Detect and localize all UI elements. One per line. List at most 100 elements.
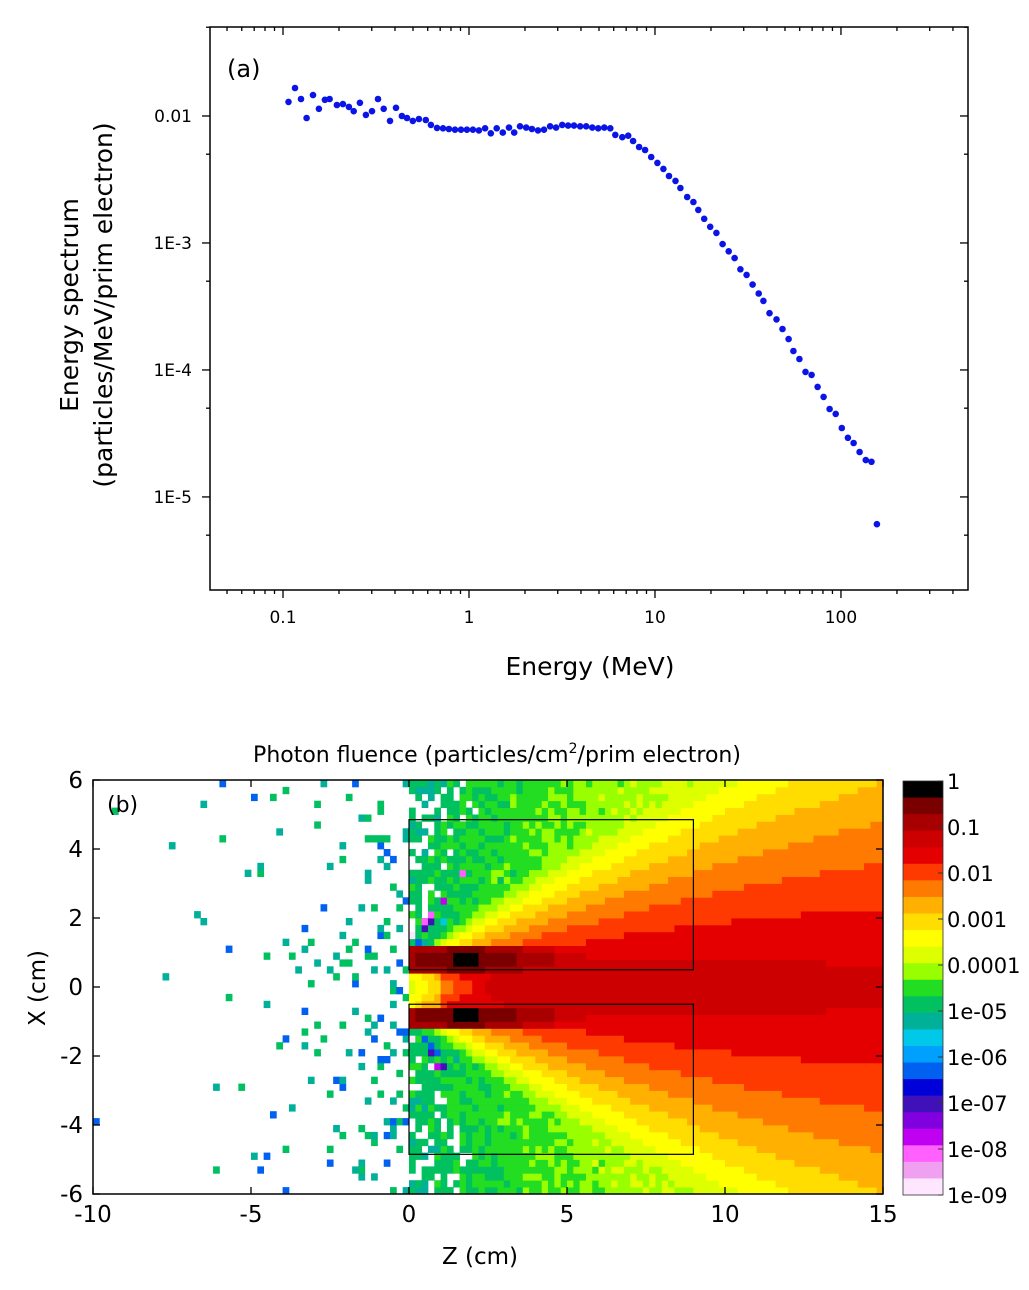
heatmap-cell: [345, 1049, 353, 1057]
heatmap-cell: [642, 828, 650, 836]
heatmap-cell: [415, 890, 423, 898]
heatmap-cell: [251, 1152, 258, 1160]
heatmap-cell: [409, 1021, 416, 1029]
heatmap-cell: [788, 945, 795, 953]
heatmap-cell: [604, 814, 612, 822]
heatmap-cell: [592, 876, 599, 884]
heatmap-cell: [737, 807, 745, 815]
heatmap-cell: [762, 1145, 770, 1153]
heatmap-cell: [459, 1173, 467, 1181]
heatmap-cell: [781, 1090, 789, 1098]
heatmap-cell: [756, 1076, 764, 1084]
heatmap-cell: [535, 1069, 543, 1078]
heatmap-cell: [478, 931, 486, 940]
heatmap-cell: [478, 952, 486, 960]
heatmap-cell: [731, 862, 739, 871]
heatmap-cell: [661, 786, 669, 795]
heatmap-cell: [813, 987, 821, 995]
heatmap-cell: [813, 959, 821, 967]
heatmap-cell: [491, 800, 498, 808]
heatmap-cell: [409, 1159, 416, 1167]
heatmap-cell: [737, 966, 745, 974]
heatmap-cell: [592, 1104, 599, 1112]
heatmap-cell: [636, 828, 644, 836]
heatmap-cell: [743, 938, 751, 946]
heatmap-cell: [459, 1062, 467, 1071]
heatmap-cell: [668, 973, 675, 981]
heatmap-cell: [585, 1076, 593, 1084]
heatmap-cell: [592, 993, 599, 1002]
heatmap-cell: [838, 1159, 846, 1167]
heatmap-cell: [288, 1104, 296, 1112]
heatmap-cell: [674, 993, 682, 1002]
heatmap-cell: [459, 1131, 467, 1140]
heatmap-cell: [630, 952, 637, 960]
data-point: [690, 198, 697, 206]
heatmap-cell: [838, 1187, 846, 1195]
heatmap-cell: [465, 1014, 473, 1022]
heatmap-cell: [567, 1035, 574, 1043]
heatmap-cell: [706, 924, 713, 933]
data-point: [755, 290, 762, 297]
heatmap-cell: [743, 800, 751, 808]
heatmap-cell: [655, 1069, 663, 1078]
x-tick-label: 100: [825, 608, 857, 628]
heatmap-cell: [573, 1118, 581, 1126]
heatmap-cell: [503, 1083, 511, 1091]
heatmap-cell: [440, 904, 448, 912]
heatmap-cell: [409, 945, 416, 953]
heatmap-cell: [623, 793, 631, 802]
heatmap-cell: [320, 904, 328, 912]
heatmap-cell: [781, 924, 789, 933]
heatmap-cell: [522, 959, 530, 967]
heatmap-cell: [554, 1062, 562, 1071]
heatmap-cell: [845, 1131, 852, 1140]
heatmap-cell: [630, 855, 637, 864]
heatmap-cell: [649, 869, 656, 877]
heatmap-cell: [529, 1118, 536, 1126]
heatmap-cell: [573, 1021, 581, 1029]
heatmap-cell: [794, 1111, 802, 1119]
heatmap-cell: [813, 1145, 821, 1153]
heatmap-cell: [706, 780, 713, 788]
heatmap-cell: [775, 1000, 783, 1009]
heatmap-cell: [674, 918, 682, 926]
heatmap-cell: [598, 883, 606, 891]
heatmap-cell: [579, 1069, 587, 1078]
heatmap-cell: [453, 1090, 460, 1098]
heatmap-cell: [693, 1131, 701, 1140]
heatmap-cell: [838, 1090, 846, 1098]
heatmap-cell: [604, 1090, 612, 1098]
heatmap-cell: [630, 1090, 637, 1098]
heatmap-cell: [535, 904, 543, 912]
heatmap-cell: [535, 876, 543, 884]
heatmap-cell: [541, 814, 549, 822]
heatmap-cell: [800, 911, 808, 919]
heatmap-cell: [699, 1125, 707, 1133]
heatmap-cell: [826, 1131, 833, 1140]
heatmap-cell: [383, 918, 391, 926]
heatmap-cell: [598, 1076, 606, 1084]
heatmap-cell: [427, 1042, 435, 1050]
heatmap-cell: [623, 1125, 631, 1133]
heatmap-cell: [472, 1104, 479, 1112]
heatmap-cell: [604, 869, 612, 877]
heatmap-cell: [478, 869, 486, 877]
heatmap-cell: [598, 1166, 606, 1174]
heatmap-cell: [737, 904, 745, 912]
heatmap-cell: [541, 1069, 549, 1078]
heatmap-cell: [459, 883, 467, 891]
heatmap-cell: [497, 1014, 505, 1022]
heatmap-cell: [800, 1187, 808, 1195]
heatmap-cell: [497, 1097, 505, 1105]
heatmap-cell: [775, 1125, 783, 1133]
heatmap-cell: [636, 945, 644, 953]
heatmap-cell: [585, 1138, 593, 1147]
heatmap-cell: [446, 959, 454, 967]
heatmap-cell: [548, 959, 555, 967]
heatmap-cell: [743, 924, 751, 933]
heatmap-cell: [440, 1021, 448, 1029]
heatmap-cell: [484, 807, 492, 815]
heatmap-cell: [497, 862, 505, 871]
